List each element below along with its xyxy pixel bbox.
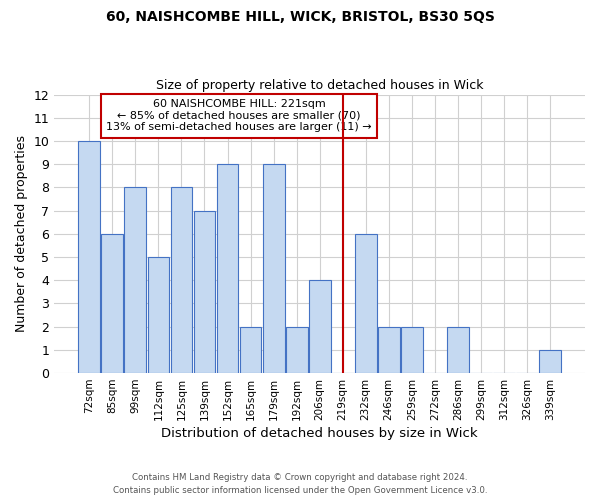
Bar xyxy=(309,280,331,373)
Bar xyxy=(447,326,469,373)
Bar xyxy=(79,141,100,373)
Bar xyxy=(401,326,423,373)
Bar xyxy=(194,210,215,373)
Bar xyxy=(101,234,124,373)
Bar xyxy=(539,350,561,373)
Bar xyxy=(378,326,400,373)
Bar xyxy=(148,257,169,373)
Y-axis label: Number of detached properties: Number of detached properties xyxy=(15,136,28,332)
Bar xyxy=(263,164,284,373)
Bar xyxy=(355,234,377,373)
Text: 60 NAISHCOMBE HILL: 221sqm
← 85% of detached houses are smaller (70)
13% of semi: 60 NAISHCOMBE HILL: 221sqm ← 85% of deta… xyxy=(106,99,372,132)
Bar xyxy=(286,326,308,373)
Text: 60, NAISHCOMBE HILL, WICK, BRISTOL, BS30 5QS: 60, NAISHCOMBE HILL, WICK, BRISTOL, BS30… xyxy=(106,10,494,24)
Bar xyxy=(124,188,146,373)
Bar xyxy=(239,326,262,373)
Bar xyxy=(217,164,238,373)
Bar xyxy=(170,188,193,373)
X-axis label: Distribution of detached houses by size in Wick: Distribution of detached houses by size … xyxy=(161,427,478,440)
Text: Contains HM Land Registry data © Crown copyright and database right 2024.
Contai: Contains HM Land Registry data © Crown c… xyxy=(113,474,487,495)
Title: Size of property relative to detached houses in Wick: Size of property relative to detached ho… xyxy=(156,79,484,92)
